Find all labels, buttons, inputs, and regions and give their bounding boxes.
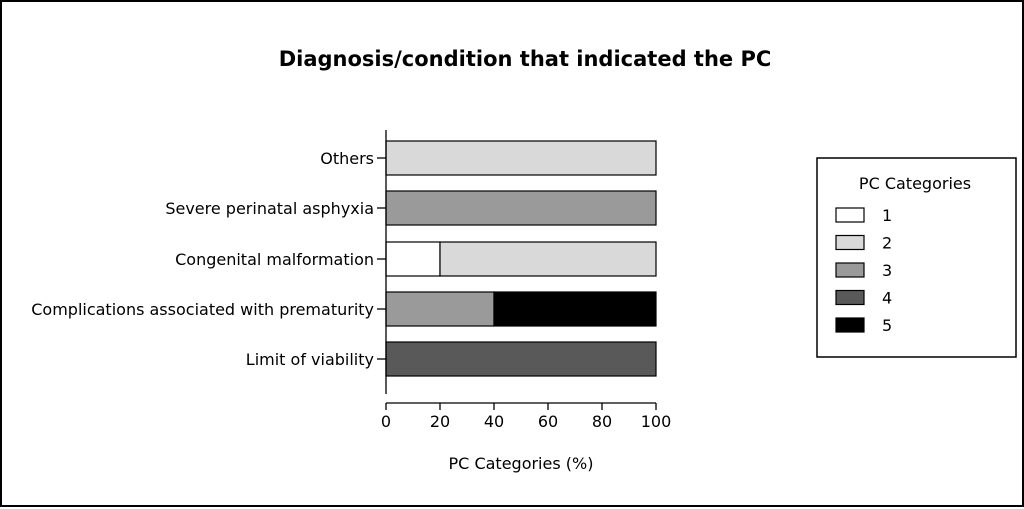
x-tick-label-0: 0 bbox=[381, 412, 391, 431]
y-tick-label-others: Others bbox=[320, 149, 374, 168]
bar-others-category-2 bbox=[385, 140, 657, 176]
y-tick-label-complications-associated-with-prematurity: Complications associated with prematurit… bbox=[31, 300, 374, 319]
x-tick-label-40: 40 bbox=[484, 412, 504, 431]
legend-label-1: 1 bbox=[882, 206, 892, 225]
bar-complications-associated-with-prematurity-category-3 bbox=[385, 291, 495, 327]
y-axis: Others Severe perinatal asphyxia Congenita… bbox=[31, 130, 387, 394]
chart-title: Diagnosis/condition that indicated the P… bbox=[279, 47, 772, 71]
legend-swatch-4 bbox=[835, 289, 865, 306]
legend-label-3: 3 bbox=[882, 261, 892, 280]
legend-items: 1 2 3 4 5 bbox=[835, 206, 892, 335]
x-tick-label-60: 60 bbox=[538, 412, 558, 431]
legend: PC Categories 1 2 3 4 5 bbox=[816, 157, 1017, 358]
plot-area bbox=[385, 140, 657, 377]
legend-title: PC Categories bbox=[859, 174, 971, 193]
legend-label-4: 4 bbox=[882, 289, 892, 308]
bar-congenital-malformation-category-1 bbox=[385, 241, 441, 277]
bar-complications-associated-with-prematurity-category-5 bbox=[493, 291, 657, 327]
y-tick-label-severe-perinatal-asphyxia: Severe perinatal asphyxia bbox=[165, 199, 374, 218]
legend-label-2: 2 bbox=[882, 234, 892, 253]
bar-severe-perinatal-asphyxia-category-3 bbox=[385, 190, 657, 226]
legend-swatch-3 bbox=[835, 262, 865, 278]
x-axis: 0 20 40 60 80 100 bbox=[381, 402, 672, 431]
bar-limit-of-viability-category-4 bbox=[385, 341, 657, 377]
legend-swatch-5 bbox=[835, 317, 865, 333]
y-tick-label-limit-of-viability: Limit of viability bbox=[246, 350, 374, 369]
y-tick-label-congenital-malformation: Congenital malformation bbox=[175, 250, 374, 269]
x-tick-label-80: 80 bbox=[592, 412, 612, 431]
x-axis-label: PC Categories (%) bbox=[449, 454, 594, 473]
x-tick-label-100: 100 bbox=[641, 412, 672, 431]
legend-label-5: 5 bbox=[882, 316, 892, 335]
legend-swatch-2 bbox=[835, 234, 865, 251]
legend-swatch-1 bbox=[835, 207, 865, 223]
x-tick-label-20: 20 bbox=[430, 412, 450, 431]
bar-congenital-malformation-category-2 bbox=[439, 241, 657, 277]
